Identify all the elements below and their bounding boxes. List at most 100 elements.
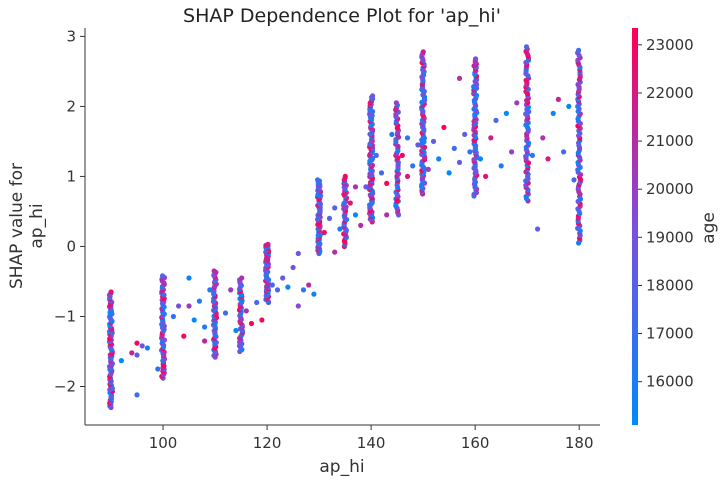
y-axis-ticks: −2 −1 0 1 2 3 <box>54 27 85 395</box>
data-point <box>134 352 140 358</box>
data-point <box>337 226 343 232</box>
data-point <box>415 142 421 148</box>
y-tick-label: 1 <box>66 167 76 185</box>
data-point <box>456 75 463 81</box>
data-point <box>550 110 556 116</box>
data-point <box>446 170 452 176</box>
data-point <box>108 289 114 295</box>
data-point <box>498 163 504 169</box>
x-tick-label: 180 <box>565 434 594 452</box>
colorbar-tick-label: 21000 <box>646 132 694 150</box>
data-point <box>274 287 281 293</box>
data-point <box>134 392 140 398</box>
data-point <box>118 358 124 364</box>
data-point <box>285 284 291 290</box>
data-point <box>248 320 255 327</box>
data-point <box>420 49 426 55</box>
y-tick-label: −1 <box>54 307 76 325</box>
data-point <box>404 135 411 141</box>
data-point <box>370 93 376 99</box>
scatter-points <box>106 44 584 411</box>
y-axis-label-line-1: SHAP value for <box>7 163 27 289</box>
chart-title: SHAP Dependence Plot for 'ap_hi' <box>183 5 501 27</box>
colorbar-ticks: 16000 17000 18000 19000 20000 21000 22000 23000 <box>638 36 694 391</box>
data-point <box>342 173 348 179</box>
data-point <box>373 152 379 158</box>
data-point <box>196 298 202 304</box>
data-point <box>441 124 447 130</box>
colorbar-tick-label: 16000 <box>646 373 694 391</box>
data-point <box>290 264 296 271</box>
data-point <box>394 198 400 204</box>
colorbar-tick-label: 20000 <box>646 180 694 198</box>
data-point <box>239 275 245 281</box>
data-point <box>436 156 442 162</box>
data-point <box>545 156 551 162</box>
data-point <box>186 303 192 309</box>
y-tick-label: 0 <box>66 237 76 255</box>
colorbar-tick-label: 22000 <box>646 84 694 102</box>
data-point <box>170 313 176 320</box>
data-point <box>467 149 473 155</box>
data-point <box>144 345 150 351</box>
data-point <box>326 215 333 221</box>
data-point <box>259 317 265 323</box>
data-point <box>384 212 390 218</box>
data-point <box>265 241 271 247</box>
colorbar-label: age <box>699 212 719 244</box>
data-point <box>493 117 499 123</box>
data-point <box>243 308 249 314</box>
colorbar-tick-label: 23000 <box>646 36 694 54</box>
data-point <box>228 287 234 293</box>
data-point <box>393 100 399 106</box>
data-point <box>523 44 530 50</box>
y-tick-label: −2 <box>54 377 76 395</box>
data-point <box>456 159 463 165</box>
data-point <box>176 303 182 309</box>
data-point <box>384 180 390 186</box>
data-point <box>306 282 312 288</box>
data-point <box>473 56 479 62</box>
data-point <box>181 333 187 339</box>
data-point <box>571 177 577 183</box>
data-point <box>352 212 359 218</box>
data-point <box>430 138 437 144</box>
data-point <box>269 282 275 288</box>
data-point <box>191 317 197 323</box>
data-point <box>186 275 192 281</box>
data-point <box>129 350 135 356</box>
data-point <box>363 184 369 190</box>
data-point <box>332 249 338 255</box>
data-point <box>509 149 515 155</box>
data-point <box>425 166 431 172</box>
data-point <box>358 222 364 228</box>
data-point <box>404 173 411 179</box>
data-point <box>321 229 327 236</box>
data-point <box>399 152 405 158</box>
x-tick-label: 100 <box>149 434 178 452</box>
data-point <box>451 145 457 151</box>
data-point <box>207 287 213 293</box>
data-point <box>555 96 562 102</box>
colorbar-tick-label: 18000 <box>646 276 694 294</box>
data-point <box>529 152 536 158</box>
data-point <box>202 338 208 344</box>
data-point <box>211 268 217 274</box>
data-point <box>561 149 567 155</box>
data-point <box>295 303 301 309</box>
data-point <box>159 273 166 279</box>
data-point <box>295 250 301 257</box>
x-tick-label: 120 <box>253 434 282 452</box>
data-point <box>233 327 239 334</box>
data-point <box>483 173 489 179</box>
data-point <box>300 287 307 293</box>
y-axis-label-line-2: ap_hi <box>27 203 47 248</box>
x-tick-label: 140 <box>357 434 386 452</box>
data-point <box>566 103 572 109</box>
data-point <box>347 200 353 206</box>
data-point <box>540 135 546 141</box>
data-point <box>410 163 416 169</box>
data-point <box>254 299 260 306</box>
data-point <box>315 177 321 183</box>
